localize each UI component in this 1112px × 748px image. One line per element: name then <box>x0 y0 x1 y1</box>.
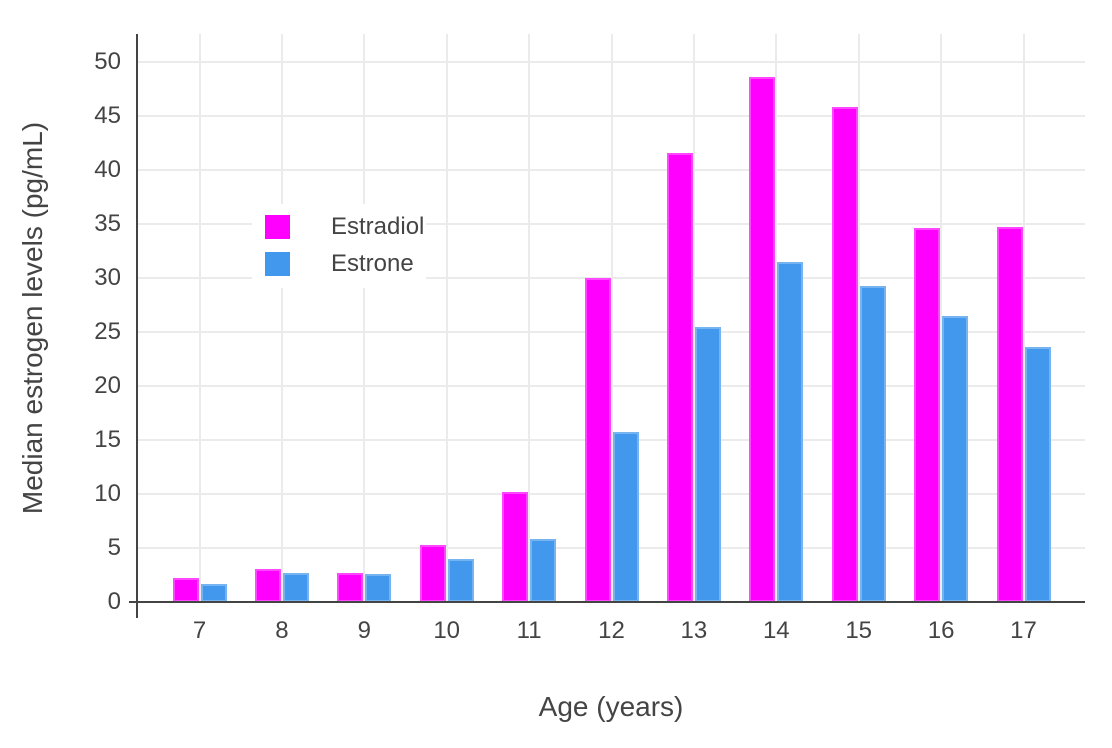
legend-label-estradiol: Estradiol <box>331 213 425 240</box>
bar-estradiol-age-13[interactable] <box>666 152 693 602</box>
vertical-gridline <box>857 34 860 602</box>
y-tick-label: 35 <box>94 210 121 237</box>
bar-estrone-age-16[interactable] <box>942 315 969 602</box>
x-tick-label: 8 <box>275 617 289 644</box>
y-tick-label: 0 <box>107 588 121 615</box>
bar-estrone-age-13[interactable] <box>694 326 721 602</box>
y-tick-label: 40 <box>94 156 121 183</box>
x-tick-label: 7 <box>192 617 207 644</box>
x-tick-label: 14 <box>762 617 790 644</box>
bar-estradiol-age-15[interactable] <box>831 107 858 602</box>
y-tick-label: 30 <box>94 264 121 291</box>
y-tick-label: 50 <box>94 48 121 75</box>
bar-estrone-age-10[interactable] <box>447 558 474 602</box>
bar-estrone-age-7[interactable] <box>200 583 227 602</box>
estrone-swatch-icon <box>265 252 290 276</box>
legend-label-estrone: Estrone <box>331 250 414 277</box>
vertical-gridline <box>1022 34 1025 602</box>
estradiol-swatch-icon <box>265 215 290 239</box>
y-tick-label: 5 <box>107 534 121 561</box>
x-tick-label: 13 <box>680 617 708 644</box>
x-axis-line <box>129 601 1085 603</box>
x-tick-label: 9 <box>357 617 371 644</box>
y-axis-line <box>136 34 138 618</box>
bar-estrone-age-14[interactable] <box>777 261 804 602</box>
bar-estradiol-age-16[interactable] <box>914 228 941 602</box>
x-tick-label: 17 <box>1010 617 1037 644</box>
bar-estrone-age-11[interactable] <box>530 539 557 602</box>
bar-estradiol-age-12[interactable] <box>584 278 611 602</box>
vertical-gridline <box>198 34 201 602</box>
y-tick-label: 20 <box>94 372 121 399</box>
bar-estradiol-age-10[interactable] <box>419 544 446 602</box>
bar-estrone-age-9[interactable] <box>365 573 392 602</box>
bar-estradiol-age-17[interactable] <box>996 227 1023 602</box>
x-tick-label: 15 <box>845 617 873 644</box>
bar-estradiol-age-9[interactable] <box>337 572 364 602</box>
vertical-gridline <box>610 34 613 602</box>
x-tick-label: 16 <box>927 617 955 644</box>
bar-estrone-age-17[interactable] <box>1024 347 1051 602</box>
legend: Estradiol Estrone <box>252 204 426 288</box>
bar-estradiol-age-7[interactable] <box>172 578 199 602</box>
bar-estrone-age-8[interactable] <box>282 572 309 602</box>
y-tick-label: 25 <box>94 318 121 345</box>
bar-estradiol-age-8[interactable] <box>254 568 281 602</box>
vertical-gridline <box>692 34 695 602</box>
vertical-gridline <box>445 34 448 602</box>
vertical-gridline <box>940 34 943 602</box>
vertical-gridline <box>775 34 778 602</box>
vertical-gridline <box>363 34 366 602</box>
bar-estradiol-age-14[interactable] <box>749 77 776 602</box>
bar-estrone-age-15[interactable] <box>859 285 886 602</box>
x-tick-label: 12 <box>598 617 625 644</box>
y-tick-label: 10 <box>94 480 121 507</box>
vertical-gridline <box>528 34 531 602</box>
bar-estradiol-age-11[interactable] <box>502 491 529 602</box>
y-tick-label: 15 <box>94 426 121 453</box>
x-tick-label: 11 <box>516 617 542 644</box>
x-axis-title: Age (years) <box>538 691 684 722</box>
x-tick-label: 10 <box>433 617 461 644</box>
y-tick-label: 45 <box>94 102 121 129</box>
vertical-gridline <box>280 34 283 602</box>
bar-estrone-age-12[interactable] <box>612 432 639 602</box>
